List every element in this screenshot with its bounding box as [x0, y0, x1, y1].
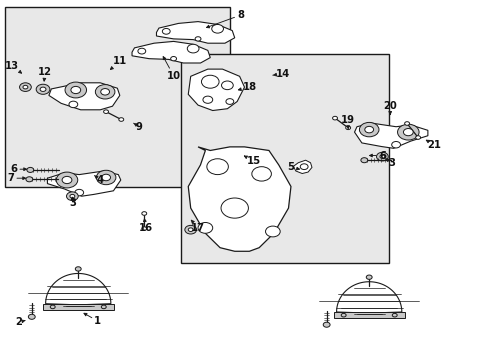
Polygon shape: [45, 274, 111, 306]
Polygon shape: [156, 22, 234, 43]
Circle shape: [26, 177, 33, 182]
Polygon shape: [132, 41, 210, 63]
Circle shape: [404, 122, 409, 125]
Text: 11: 11: [110, 56, 127, 69]
Circle shape: [101, 305, 106, 309]
Circle shape: [36, 84, 50, 94]
Circle shape: [187, 44, 199, 53]
Circle shape: [359, 122, 378, 137]
Circle shape: [102, 174, 110, 181]
Circle shape: [403, 129, 412, 136]
Circle shape: [211, 24, 223, 33]
Circle shape: [360, 158, 367, 163]
Circle shape: [66, 192, 78, 201]
Circle shape: [142, 227, 146, 230]
Circle shape: [50, 305, 55, 309]
Text: 4: 4: [94, 175, 103, 185]
Polygon shape: [188, 69, 244, 111]
Circle shape: [265, 226, 280, 237]
Circle shape: [206, 159, 228, 175]
Circle shape: [364, 126, 373, 133]
Circle shape: [70, 194, 75, 198]
Circle shape: [225, 99, 233, 104]
Circle shape: [184, 225, 196, 234]
Text: 3: 3: [69, 197, 76, 208]
Circle shape: [56, 172, 78, 188]
Circle shape: [103, 110, 108, 113]
Polygon shape: [47, 171, 121, 196]
Circle shape: [95, 85, 115, 99]
Circle shape: [195, 37, 201, 41]
Text: 5: 5: [287, 162, 299, 172]
Circle shape: [376, 152, 387, 161]
Circle shape: [251, 167, 271, 181]
Circle shape: [119, 118, 123, 121]
Text: 15: 15: [244, 156, 261, 166]
Circle shape: [323, 322, 329, 327]
Circle shape: [221, 81, 233, 90]
Polygon shape: [188, 147, 290, 251]
Circle shape: [397, 124, 418, 140]
Text: 18: 18: [238, 82, 257, 92]
Bar: [43, 304, 113, 310]
Circle shape: [300, 164, 307, 170]
Circle shape: [23, 85, 28, 89]
Text: 2: 2: [15, 317, 25, 327]
Circle shape: [415, 136, 420, 139]
Circle shape: [198, 222, 212, 233]
Circle shape: [391, 141, 400, 148]
Text: 20: 20: [383, 101, 396, 114]
Polygon shape: [336, 282, 401, 314]
Circle shape: [366, 275, 371, 279]
Circle shape: [170, 57, 176, 61]
Circle shape: [101, 89, 109, 95]
Circle shape: [69, 101, 78, 108]
Bar: [5, 7, 229, 187]
Bar: [333, 312, 404, 318]
Circle shape: [62, 176, 72, 184]
Circle shape: [201, 75, 219, 88]
Circle shape: [391, 313, 396, 317]
Circle shape: [75, 189, 83, 196]
Circle shape: [142, 212, 146, 215]
Circle shape: [162, 28, 170, 34]
Polygon shape: [354, 123, 427, 148]
Text: 16: 16: [139, 219, 152, 233]
Circle shape: [221, 198, 248, 218]
Circle shape: [75, 267, 81, 271]
Text: 17: 17: [191, 220, 204, 233]
Circle shape: [20, 83, 31, 91]
Text: 12: 12: [38, 67, 52, 81]
Text: 10: 10: [163, 57, 180, 81]
Circle shape: [96, 170, 116, 185]
Text: 21: 21: [426, 140, 440, 150]
Polygon shape: [49, 83, 120, 110]
Circle shape: [341, 313, 346, 317]
Polygon shape: [293, 160, 311, 174]
Circle shape: [138, 48, 145, 54]
Text: 1: 1: [84, 313, 101, 326]
Circle shape: [332, 116, 337, 120]
Text: 3: 3: [385, 158, 395, 168]
Circle shape: [188, 228, 193, 231]
Text: 8: 8: [206, 10, 244, 28]
Circle shape: [379, 155, 384, 158]
Text: 19: 19: [341, 114, 354, 129]
Circle shape: [65, 82, 86, 98]
Text: 14: 14: [272, 69, 289, 79]
Text: 9: 9: [133, 122, 142, 132]
Bar: [181, 54, 388, 263]
Circle shape: [27, 167, 34, 172]
Circle shape: [71, 86, 81, 94]
Circle shape: [28, 314, 35, 319]
Circle shape: [345, 126, 350, 130]
Circle shape: [203, 96, 212, 103]
Text: 6: 6: [369, 150, 385, 161]
Circle shape: [40, 87, 46, 91]
Text: 13: 13: [5, 60, 21, 73]
Text: 7: 7: [7, 173, 25, 183]
Text: 6: 6: [10, 164, 26, 174]
